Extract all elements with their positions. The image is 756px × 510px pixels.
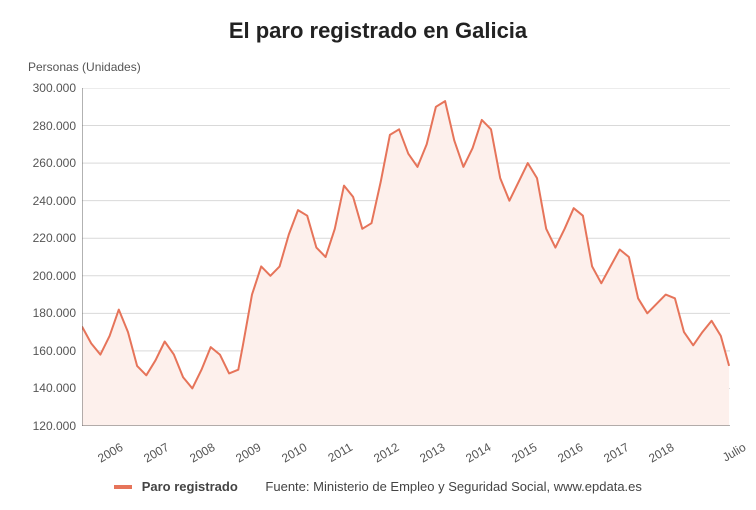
x-tick-label: 2018 xyxy=(647,440,677,465)
chart-svg xyxy=(82,88,730,426)
x-tick-label: 2010 xyxy=(279,440,309,465)
source-text: Fuente: Ministerio de Empleo y Seguridad… xyxy=(265,479,641,494)
x-tick-label: 2012 xyxy=(371,440,401,465)
x-tick-label: 2016 xyxy=(555,440,585,465)
x-tick-label: 2006 xyxy=(95,440,125,465)
y-tick-label: 180.000 xyxy=(33,306,76,320)
chart-footer: Paro registrado Fuente: Ministerio de Em… xyxy=(0,478,756,494)
x-tick-label: 2013 xyxy=(417,440,447,465)
x-tick-label: 2007 xyxy=(141,440,171,465)
x-tick-label: 2014 xyxy=(463,440,493,465)
y-tick-label: 120.000 xyxy=(33,419,76,433)
legend-label: Paro registrado xyxy=(142,479,238,494)
y-axis-label: Personas (Unidades) xyxy=(28,60,141,74)
x-tick-label: 2011 xyxy=(325,440,354,465)
y-tick-label: 200.000 xyxy=(33,269,76,283)
x-tick-label: 2015 xyxy=(509,440,539,465)
y-tick-label: 140.000 xyxy=(33,381,76,395)
y-tick-label: 300.000 xyxy=(33,81,76,95)
y-tick-label: 240.000 xyxy=(33,194,76,208)
legend-swatch xyxy=(114,485,132,489)
chart-plot-area: 120.000140.000160.000180.000200.000220.0… xyxy=(82,88,730,426)
y-tick-label: 260.000 xyxy=(33,156,76,170)
x-tick-label-last: Julio xyxy=(720,440,748,464)
x-tick-label: 2017 xyxy=(601,440,631,465)
x-tick-label: 2008 xyxy=(187,440,217,465)
x-tick-label: 2009 xyxy=(233,440,263,465)
y-tick-label: 220.000 xyxy=(33,231,76,245)
y-tick-label: 280.000 xyxy=(33,119,76,133)
y-tick-label: 160.000 xyxy=(33,344,76,358)
chart-title: El paro registrado en Galicia xyxy=(0,0,756,50)
